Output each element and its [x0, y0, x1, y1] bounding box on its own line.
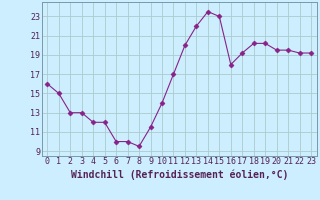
X-axis label: Windchill (Refroidissement éolien,°C): Windchill (Refroidissement éolien,°C)	[70, 169, 288, 180]
